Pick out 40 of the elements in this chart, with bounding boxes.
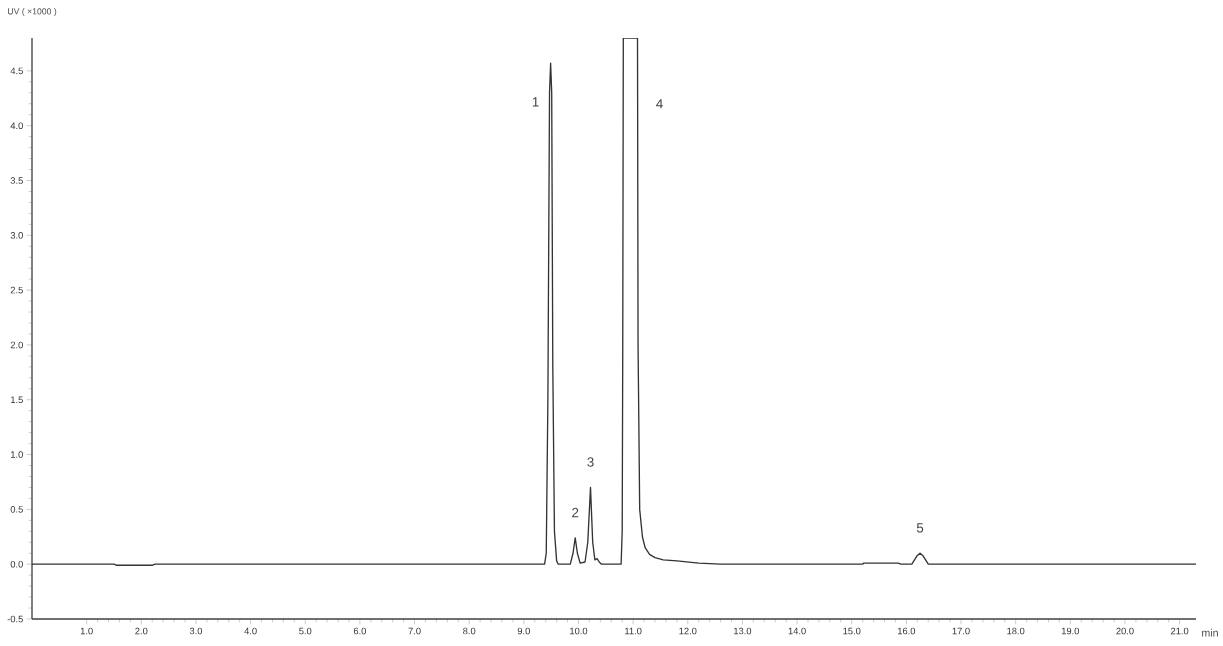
x-tick-label: 4.0 (244, 627, 257, 635)
x-tick-label: 10.0 (570, 627, 588, 635)
annotation: 3 (587, 457, 594, 467)
y-tick-label: 1.0 (11, 451, 23, 458)
x-tick-label: 11.0 (625, 627, 642, 635)
x-tick-label: 1.0 (80, 627, 93, 635)
annotation: 1 (532, 97, 539, 107)
x-tick-label: 15.0 (843, 627, 861, 635)
y-axis-title: UV ( ×1000 ) (8, 8, 57, 17)
x-tick-label: 12.0 (679, 627, 697, 635)
y-tick-label: -0.5 (7, 615, 23, 623)
x-tick-label: 3.0 (189, 627, 203, 635)
x-tick-label: 20.0 (1116, 627, 1134, 635)
x-tick-label: 18.0 (1007, 627, 1025, 635)
line-series (32, 38, 1197, 566)
y-tick-label: 0.0 (10, 560, 23, 568)
x-tick-label: 8.0 (463, 627, 476, 635)
y-tick-label: 4.0 (10, 122, 23, 129)
x-tick-label: 17.0 (952, 627, 970, 635)
x-tick-label: 2.0 (135, 627, 148, 635)
y-tick-label: 2.5 (10, 286, 23, 294)
x-tick-label: 14.0 (788, 627, 806, 635)
y-tick-label: 4.5 (10, 67, 23, 75)
x-tick-label: 21.0 (1171, 627, 1189, 635)
x-tick-label: 13.0 (734, 627, 752, 635)
annotation: 2 (572, 507, 579, 518)
x-axis-title: min (1202, 628, 1218, 637)
y-tick-label: 2.0 (10, 341, 23, 349)
x-tick-label: 6.0 (353, 627, 367, 635)
annotation: 4 (656, 99, 663, 109)
y-tick-label: 3.5 (10, 177, 23, 184)
x-tick-label: 16.0 (898, 627, 916, 635)
x-tick-label: 9.0 (517, 627, 530, 635)
y-tick-label: 1.5 (11, 396, 23, 403)
x-tick-label: 19.0 (1061, 627, 1080, 635)
x-tick-label: 7.0 (408, 627, 421, 635)
x-tick-label: 5.0 (299, 627, 312, 635)
y-tick-label: 3.0 (10, 232, 23, 239)
annotation: 5 (916, 523, 924, 533)
y-tick-label: 0.5 (10, 506, 23, 513)
